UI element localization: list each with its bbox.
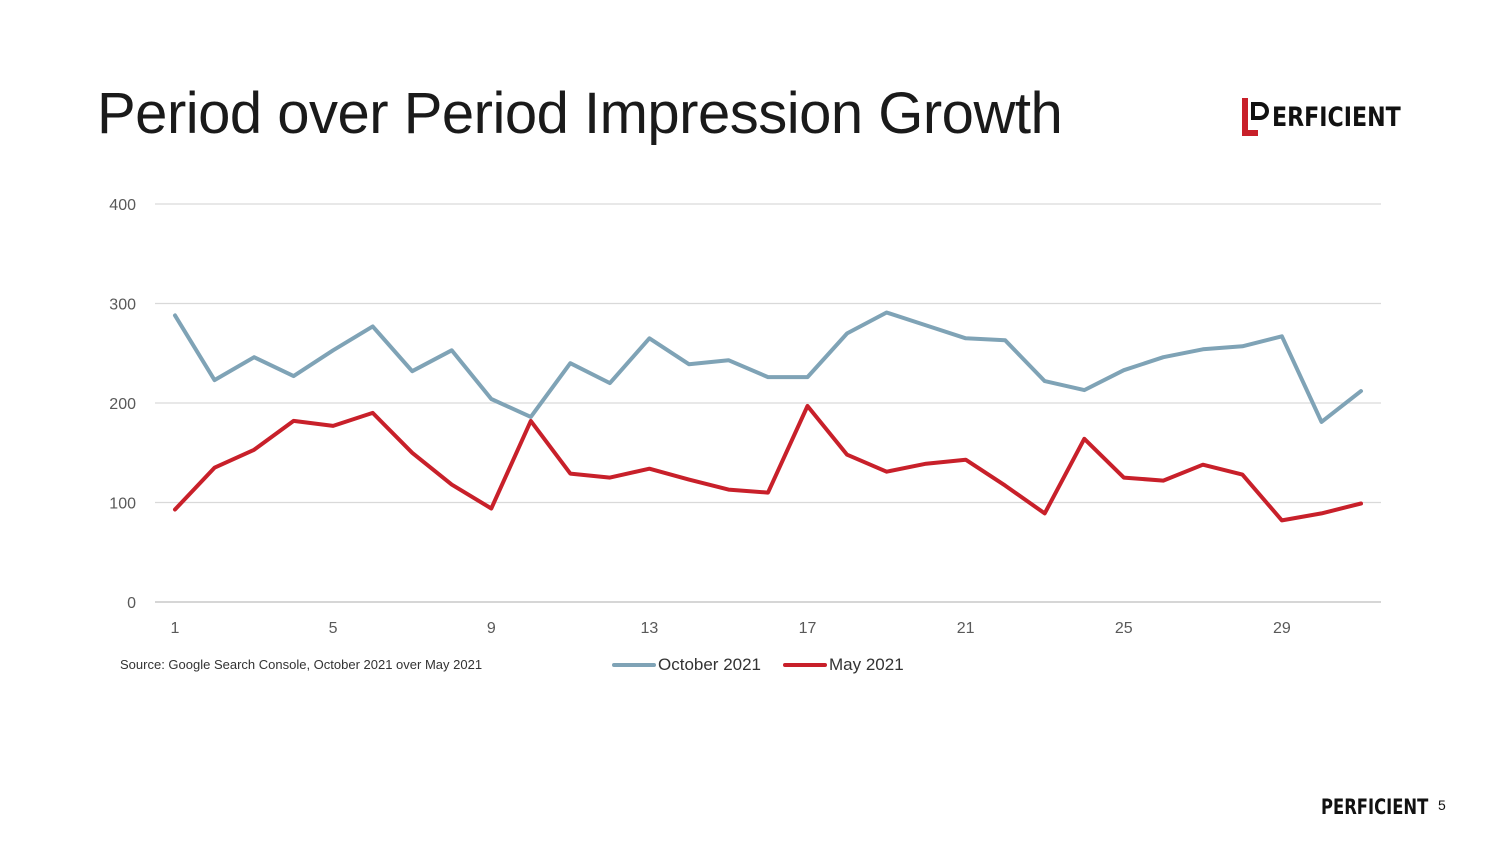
chart-gridlines [155, 203, 1381, 603]
page-number: 5 [1438, 797, 1446, 813]
y-tick-label-0: 0 [127, 595, 136, 612]
source-note: Source: Google Search Console, October 2… [120, 657, 483, 672]
y-tick-label-300: 300 [109, 297, 136, 314]
footer-logo: PERFICIENT [1321, 795, 1429, 819]
legend-item-may: May 2021 [783, 655, 904, 675]
x-tick-label-9: 9 [487, 620, 496, 637]
x-tick-label-13: 13 [641, 620, 659, 637]
x-tick-label-21: 21 [957, 620, 975, 637]
legend-swatch-may [783, 663, 828, 667]
y-tick-label-400: 400 [109, 197, 136, 214]
x-tick-label-1: 1 [171, 620, 180, 637]
x-tick-label-17: 17 [799, 620, 817, 637]
y-tick-label-200: 200 [109, 396, 136, 413]
series-line-may-2021 [173, 404, 1363, 523]
perficient-logo: ERFICIENT [1240, 96, 1429, 138]
x-tick-label-5: 5 [329, 620, 338, 637]
perficient-logo-text: ERFICIENT [1272, 101, 1401, 133]
slide-title: Period over Period Impression Growth [97, 81, 1063, 146]
y-tick-label-100: 100 [109, 496, 136, 513]
y-axis-tick-labels: 0 100 200 300 400 [109, 197, 136, 612]
x-axis-tick-labels: 1 5 9 13 17 21 25 29 [171, 620, 1291, 637]
x-tick-label-25: 25 [1115, 620, 1133, 637]
legend-swatch-october [612, 663, 656, 667]
legend-item-october: October 2021 [612, 655, 761, 675]
legend-label-may: May 2021 [829, 655, 904, 674]
legend-label-october: October 2021 [658, 655, 762, 674]
x-tick-label-29: 29 [1273, 620, 1291, 637]
chart-legend: October 2021 May 2021 [612, 655, 926, 675]
chart-series [173, 310, 1363, 523]
series-line-october-2021 [173, 310, 1363, 424]
impression-line-chart: 0 100 200 300 400 1 5 9 13 17 21 25 29 [109, 197, 1381, 637]
perficient-logo-mark-icon [1242, 98, 1269, 136]
